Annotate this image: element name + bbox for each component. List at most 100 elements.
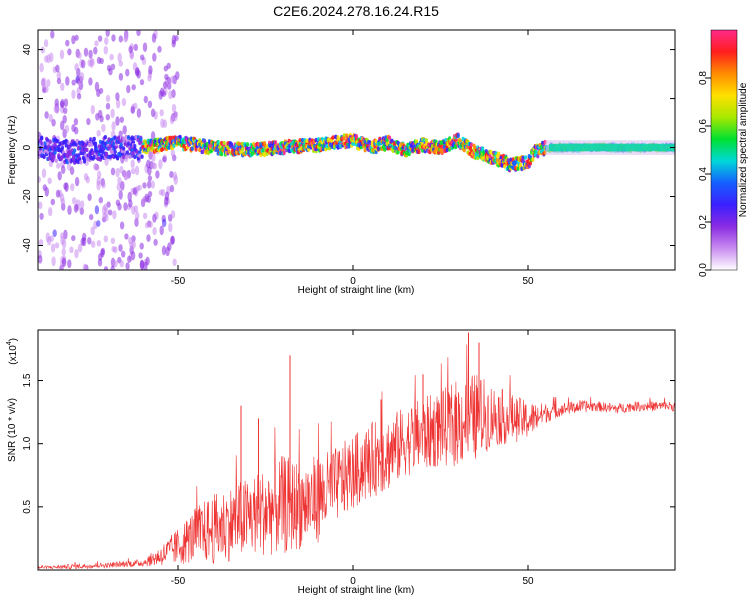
heatmap-cell <box>131 84 136 91</box>
heatmap-cell <box>170 149 175 158</box>
heatmap-cell <box>91 240 96 248</box>
heatmap-cell <box>164 73 169 80</box>
heatmap-cell <box>203 139 207 144</box>
heatmap-cell <box>62 114 67 124</box>
heatmap-cell <box>140 154 144 159</box>
colorbar-tick-label: 0.8 <box>698 71 709 85</box>
heatmap-cell <box>92 154 96 160</box>
heatmap-cell <box>79 207 85 215</box>
heatmap-cell <box>152 213 157 223</box>
heatmap-cell <box>53 150 57 155</box>
heatmap-cell <box>150 180 155 189</box>
heatmap-cell <box>118 152 122 157</box>
heatmap-cell <box>73 118 79 126</box>
heatmap-cell <box>148 65 153 75</box>
heatmap-cell <box>142 42 148 52</box>
heatmap-cell <box>126 84 131 94</box>
heatmap-cell <box>112 210 117 220</box>
heatmap-cell <box>250 151 254 156</box>
heatmap-cell <box>83 172 89 181</box>
heatmap-cell <box>135 211 140 220</box>
heatmap-cell <box>136 69 141 79</box>
heatmap-cell <box>102 146 106 151</box>
heatmap-cell <box>100 248 105 258</box>
heatmap-cell <box>167 145 171 150</box>
heatmap-cell <box>151 153 156 162</box>
heatmap-cell <box>71 156 76 161</box>
heatmap-cell <box>115 116 120 126</box>
heatmap-cell <box>227 149 231 154</box>
heatmap-cell <box>139 242 144 250</box>
heatmap-cell <box>95 164 100 171</box>
heatmap-cell <box>90 58 95 67</box>
heatmap-cell <box>105 94 111 103</box>
heatmap-cell <box>298 138 302 143</box>
heatmap-x-tick-label: -50 <box>171 276 186 287</box>
heatmap-cell <box>51 158 55 163</box>
heatmap-cell <box>67 259 72 269</box>
heatmap-cell <box>75 138 79 144</box>
heatmap-cell <box>511 165 515 171</box>
heatmap-cell <box>354 134 359 139</box>
heatmap-cell <box>117 176 122 185</box>
heatmap-cell <box>158 159 163 170</box>
heatmap-cell <box>38 176 41 183</box>
heatmap-cell <box>65 76 70 86</box>
colorbar-tick-label: 0.2 <box>698 215 709 229</box>
heatmap-cell <box>56 162 61 169</box>
heatmap-cell <box>151 162 156 169</box>
heatmap-cell <box>470 142 474 147</box>
heatmap-cell <box>122 154 126 160</box>
heatmap-cell <box>456 133 460 139</box>
heatmap-cell <box>168 90 173 100</box>
heatmap-cell <box>98 109 103 119</box>
heatmap-cell <box>147 175 153 182</box>
heatmap-cell <box>52 229 57 238</box>
heatmap-cell <box>418 144 422 149</box>
heatmap-cell <box>370 140 374 145</box>
heatmap-cell <box>159 225 164 236</box>
heatmap-cell <box>69 246 74 254</box>
heatmap-cell <box>104 36 109 46</box>
heatmap-cell <box>169 170 174 179</box>
heatmap-cell <box>168 135 172 141</box>
heatmap-cell <box>173 113 178 122</box>
heatmap-cell <box>42 184 47 191</box>
heatmap-cell <box>55 189 61 198</box>
heatmap-cell <box>90 226 95 236</box>
heatmap-cell <box>138 252 143 259</box>
heatmap-cell <box>71 124 76 133</box>
heatmap-cell <box>201 149 205 154</box>
heatmap-cell <box>83 47 89 57</box>
heatmap-cell <box>96 240 102 247</box>
heatmap-cell <box>50 198 55 206</box>
heatmap-cell <box>152 226 157 236</box>
heatmap-cell <box>163 65 168 72</box>
heatmap-cell <box>168 222 173 233</box>
heatmap-cell <box>158 90 163 100</box>
heatmap-cell <box>82 232 87 242</box>
heatmap-cell <box>143 139 147 144</box>
heatmap-cell <box>86 118 91 126</box>
heatmap-cell <box>118 244 123 252</box>
heatmap-cell <box>60 197 66 207</box>
heatmap-cell <box>87 142 91 147</box>
heatmap-cell <box>142 212 148 220</box>
heatmap-cell <box>171 103 177 113</box>
heatmap-cell <box>263 141 267 146</box>
heatmap-x-label: Height of straight line (km) <box>298 285 415 296</box>
heatmap-cell <box>165 246 170 257</box>
heatmap-cell <box>215 147 219 152</box>
snr-y-tick-label: 1.0 <box>22 436 33 450</box>
heatmap-cell <box>64 143 68 148</box>
heatmap-cell <box>103 45 109 55</box>
heatmap-cell <box>146 234 151 242</box>
heatmap-cell <box>127 141 131 146</box>
heatmap-cell <box>47 156 51 161</box>
heatmap-cell <box>101 150 105 155</box>
heatmap-cell <box>388 135 392 140</box>
heatmap-cell <box>76 153 80 158</box>
heatmap-cell <box>96 220 101 227</box>
heatmap-cell <box>59 49 65 60</box>
heatmap-cell <box>130 167 136 175</box>
